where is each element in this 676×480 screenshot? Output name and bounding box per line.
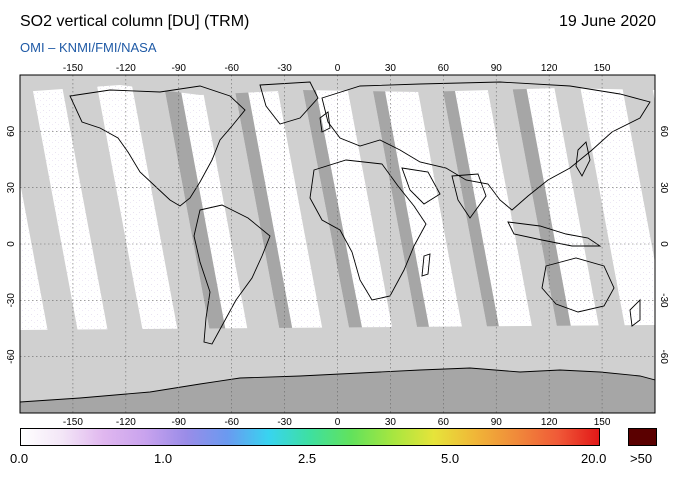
lon-tick-label-bottom: 120 (541, 417, 558, 428)
colorbar-over-label: >50 (630, 451, 653, 466)
madagascar (421, 253, 431, 277)
lon-tick-label-bottom: 150 (594, 417, 611, 428)
lat-tick-label-right: -30 (658, 293, 669, 308)
map-frame (19, 74, 656, 414)
lon-tick-label-bottom: -60 (224, 417, 239, 428)
colorbar-label-4: 20.0 (581, 451, 607, 466)
lon-tick-label-top: 60 (438, 63, 450, 74)
no-data-swaths-dark (162, 75, 574, 343)
lat-tick-label-right: 60 (658, 126, 669, 138)
lon-tick-label-top: 30 (385, 63, 397, 74)
lat-tick-label-left: 30 (6, 182, 17, 194)
landmasses (69, 81, 651, 345)
colorbar-label-2: 2.5 (298, 451, 317, 466)
greenland (259, 81, 319, 125)
axis-ticks: -150 -150 -120 -120 -90 -90 -60 -60 -30 -30 0 0 30 30… (6, 63, 669, 428)
south-america (193, 204, 271, 345)
colorbar-over-swatch (628, 428, 657, 446)
lon-tick-label-bottom: -90 (172, 417, 187, 428)
eurasia (321, 81, 651, 211)
lon-tick-label-top: 120 (541, 63, 558, 74)
lon-tick-label-bottom: 30 (385, 417, 397, 428)
lon-tick-label-bottom: -120 (116, 417, 136, 428)
map-title: SO2 vertical column [DU] (TRM) (20, 13, 250, 30)
graticule (20, 75, 655, 413)
india (451, 173, 487, 219)
lat-tick-label-left: 60 (6, 125, 17, 137)
lat-tick-label-right: -60 (658, 349, 669, 364)
lat-tick-label-left: -30 (6, 293, 17, 308)
lat-tick-label-right: 0 (658, 241, 669, 247)
map-date: 19 June 2020 (559, 13, 656, 30)
lon-tick-label-bottom: 90 (491, 417, 503, 428)
lon-tick-label-bottom: 60 (438, 417, 450, 428)
colorbar-label-1: 1.0 (154, 451, 173, 466)
uk (319, 111, 331, 133)
japan (575, 141, 591, 177)
lat-tick-label-right: 30 (658, 182, 669, 194)
lon-tick-label-top: -150 (63, 63, 83, 74)
lon-tick-label-top: -30 (277, 63, 292, 74)
north-america (69, 85, 246, 207)
africa (309, 159, 427, 301)
colorbar-label-0: 0.0 (10, 451, 29, 466)
colorbar-label-3: 5.0 (441, 451, 460, 466)
indonesia (507, 221, 602, 247)
lon-tick-label-top: 0 (335, 63, 341, 74)
lat-tick-label-left: 0 (6, 241, 17, 247)
lon-tick-label-top: 90 (491, 63, 503, 74)
lon-tick-label-top: 150 (594, 63, 611, 74)
lat-tick-label-left: -60 (6, 349, 17, 364)
lon-tick-label-bottom: 0 (335, 417, 341, 428)
data-source: OMI – KNMI/FMI/NASA (20, 40, 157, 55)
new-zealand (629, 298, 641, 327)
lon-tick-label-bottom: -30 (277, 417, 292, 428)
lon-tick-label-top: -90 (172, 63, 187, 74)
lon-tick-label-top: -120 (116, 63, 136, 74)
colorbar (20, 428, 600, 446)
arabia (401, 167, 441, 205)
lon-tick-label-bottom: -150 (63, 417, 83, 428)
australia (541, 257, 615, 313)
lon-tick-label-top: -60 (224, 63, 239, 74)
